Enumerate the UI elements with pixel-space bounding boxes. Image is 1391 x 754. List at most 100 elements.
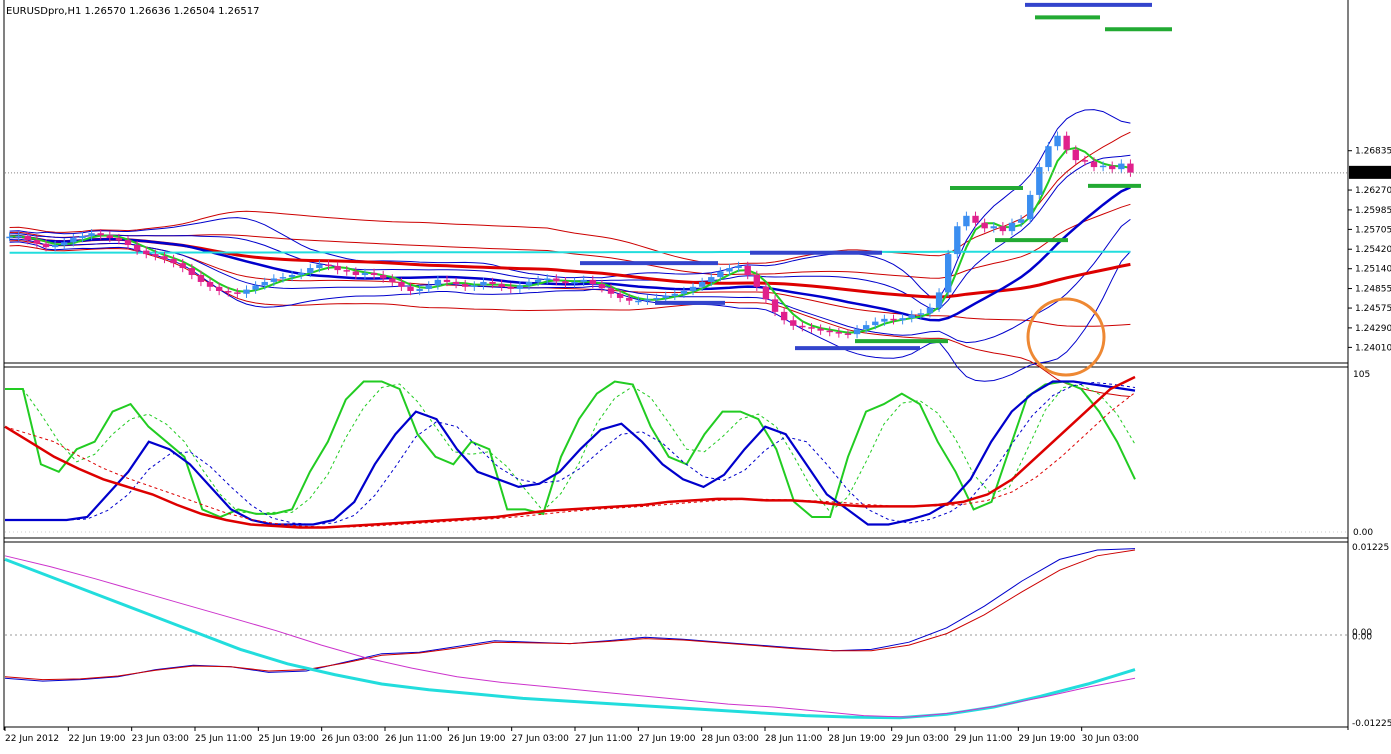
candle-body: [252, 285, 259, 290]
candle-body: [580, 279, 587, 282]
bb-outer-band-3: [9, 239, 1131, 327]
time-axis-label: 28 Jun 19:00: [828, 734, 885, 744]
candle-body: [452, 281, 460, 285]
candle-body: [462, 284, 469, 287]
oscillator-panel[interactable]: 105 0.00: [4, 370, 1373, 538]
osc2-axis-label: -0.01225: [1352, 719, 1391, 729]
time-axis-label: 25 Jun 11:00: [195, 734, 252, 744]
candle-body: [79, 235, 86, 239]
candle-body: [115, 238, 123, 241]
candle-body: [717, 271, 724, 278]
candle-body: [790, 320, 797, 326]
candle-body: [407, 286, 414, 291]
time-axis-label: 26 Jun 19:00: [448, 734, 505, 744]
candle-body: [170, 258, 177, 264]
candle-body: [744, 265, 751, 275]
candle-body: [152, 254, 159, 257]
price-panel[interactable]: [5, 2, 1348, 397]
candle-body: [844, 333, 852, 335]
osc2-axis-label: 0.00: [1352, 632, 1372, 642]
candle-body: [161, 256, 168, 259]
bb-inner-band-3: [9, 219, 1131, 344]
candle-body: [1090, 161, 1098, 168]
candle-body: [771, 299, 779, 312]
time-axis-label: 27 Jun 11:00: [575, 734, 632, 744]
time-axis-label: 22 Jun 2012: [5, 734, 59, 744]
candle-body: [316, 264, 323, 269]
candle-body: [708, 277, 715, 282]
cyan-trend-line: [9, 250, 1131, 254]
osc1-axis-label: 0.00: [1353, 528, 1373, 538]
candle-body: [370, 272, 378, 275]
time-axis-label: 27 Jun 19:00: [638, 734, 695, 744]
candle-body: [598, 284, 606, 289]
candle-body: [389, 278, 396, 282]
candle-body: [243, 289, 250, 294]
candle-body: [680, 290, 688, 294]
candle-body: [908, 314, 915, 319]
price-axis-label: 1.24575: [1355, 304, 1391, 314]
candle-body: [835, 332, 843, 334]
symbol-info-label: EURUSDpro,H1 1.26570 1.26636 1.26504 1.2…: [6, 6, 260, 17]
candle-body: [197, 274, 205, 282]
candle-body: [6, 236, 13, 239]
candle-body: [61, 242, 68, 246]
candle-body: [398, 281, 405, 287]
candle-body: [1054, 135, 1061, 147]
bb-inner-band-1: [9, 241, 1131, 382]
candle-body: [1081, 160, 1089, 162]
candle-body: [571, 281, 578, 284]
candle-body: [443, 279, 451, 282]
candle-body: [616, 293, 624, 298]
candle-body: [826, 330, 833, 333]
bb-inner-band-0: [9, 109, 1131, 299]
osc1-signal-0: [5, 383, 1136, 514]
candle-body: [735, 265, 742, 269]
candle-body: [352, 271, 360, 275]
candle-body: [1099, 165, 1107, 168]
candle-body: [534, 279, 542, 282]
candle-body: [51, 245, 59, 248]
candle-body: [143, 250, 150, 255]
candle-body: [334, 265, 341, 271]
candle-body: [562, 281, 569, 284]
time-axis-label: 30 Jun 03:00: [1082, 734, 1139, 744]
candle-body: [434, 279, 442, 286]
price-axis-label: 1.24010: [1355, 343, 1391, 353]
candle-body: [489, 281, 496, 285]
candle-body: [981, 222, 988, 229]
time-axis-label: 28 Jun 11:00: [765, 734, 822, 744]
macd-panel[interactable]: 0.01225 0.000.00 -0.01225: [4, 543, 1391, 729]
bb-outer-band-0: [9, 131, 1131, 265]
candle-body: [635, 300, 642, 303]
candle-body: [607, 288, 615, 294]
candle-body: [1109, 165, 1116, 170]
candle-body: [507, 286, 514, 289]
candle-body: [498, 284, 505, 287]
candle-body: [653, 297, 660, 300]
price-axis-label: 1.25985: [1355, 206, 1391, 216]
candle-body: [780, 311, 788, 321]
price-axis-label: 1.24855: [1355, 285, 1391, 295]
candle-body: [206, 281, 214, 287]
price-axis-label: 1.26270: [1355, 186, 1391, 196]
osc2-axis-label: 0.00: [1352, 628, 1372, 638]
candle-body: [480, 281, 487, 286]
ma-medium-line: [9, 186, 1131, 322]
candle-body: [279, 277, 287, 279]
time-axis-label: 29 Jun 03:00: [892, 734, 949, 744]
osc2-series-3: [4, 555, 1136, 718]
candle-body: [954, 226, 961, 255]
candle-body: [671, 293, 678, 296]
price-axis-label: 1.25705: [1355, 225, 1391, 235]
time-axis-label: 26 Jun 03:00: [322, 734, 379, 744]
time-axis-label: 29 Jun 19:00: [1018, 734, 1075, 744]
candle-body: [817, 328, 824, 331]
candle-body: [862, 325, 870, 330]
candle-body: [944, 254, 952, 293]
candle-body: [999, 226, 1007, 232]
candle-body: [799, 325, 806, 328]
ma-fast-line: [9, 146, 1131, 334]
